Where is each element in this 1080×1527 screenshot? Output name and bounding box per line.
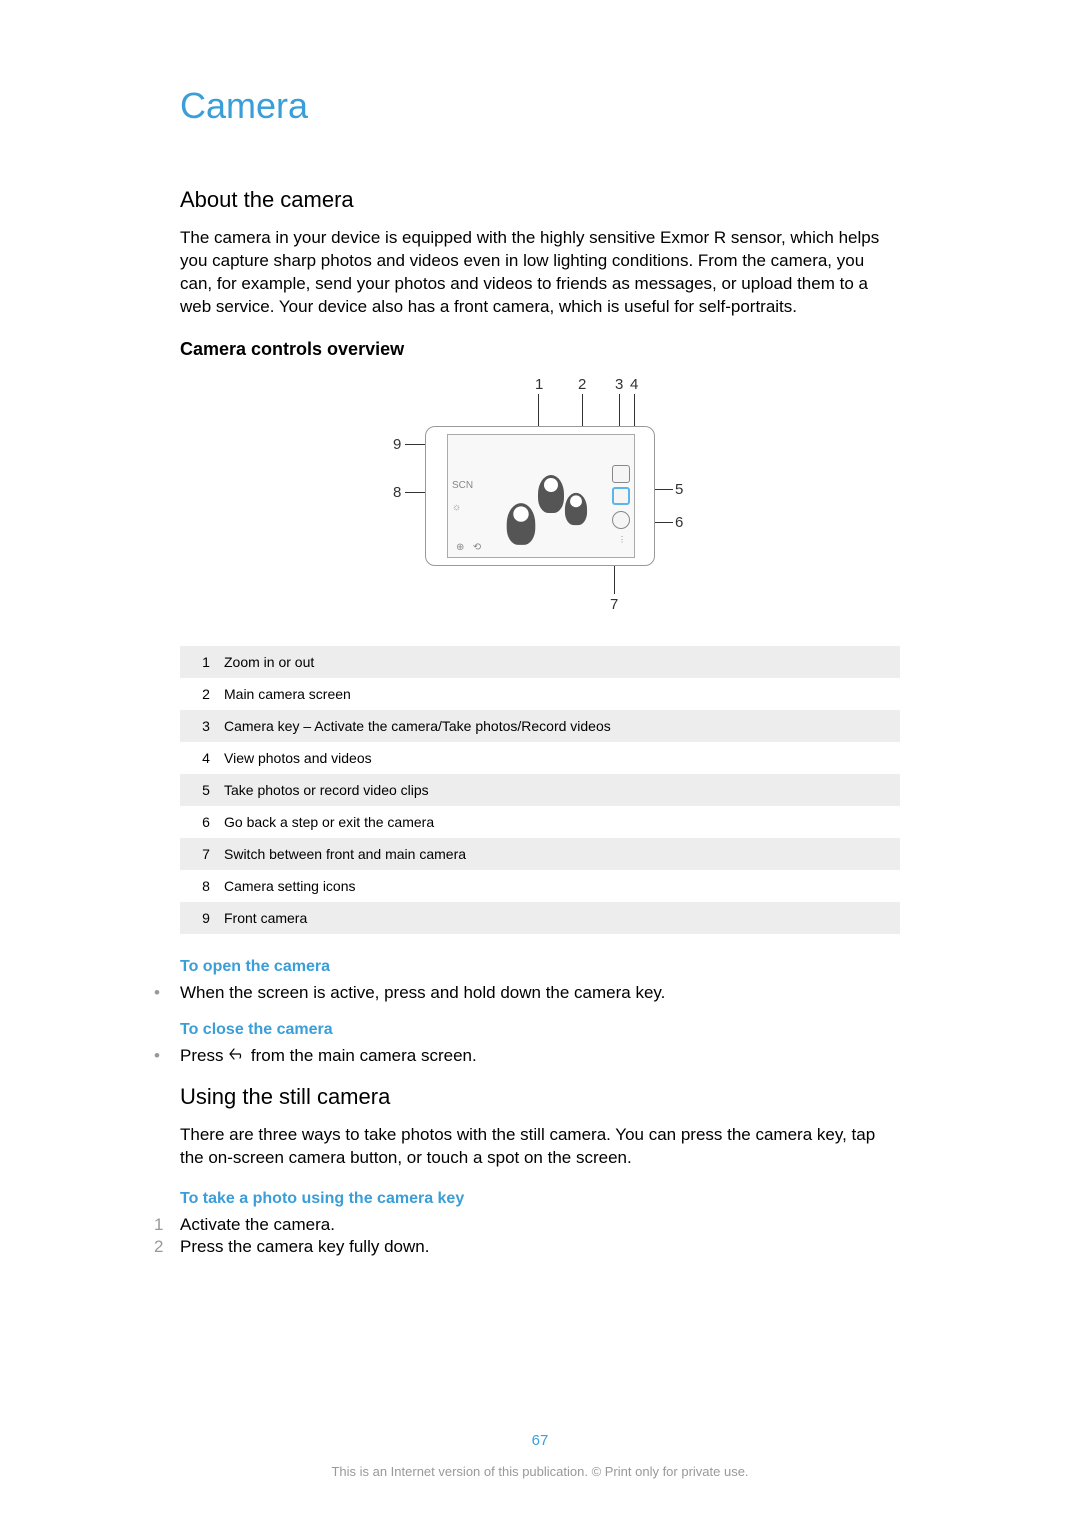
table-cell-desc: Switch between front and main camera <box>214 838 900 870</box>
table-cell-desc: Take photos or record video clips <box>214 774 900 806</box>
take-photo-block: To take a photo using the camera key 1 A… <box>180 1190 900 1260</box>
section-title-still: Using the still camera <box>180 1084 900 1110</box>
section-body-still: There are three ways to take photos with… <box>180 1124 900 1170</box>
open-camera-text: When the screen is active, press and hol… <box>180 982 900 1005</box>
action-title-take-photo: To take a photo using the camera key <box>180 1190 900 1208</box>
controls-table-body: 1Zoom in or out2Main camera screen3Camer… <box>180 646 900 934</box>
callout-4: 4 <box>630 376 638 393</box>
table-cell-desc: Zoom in or out <box>214 646 900 678</box>
back-icon <box>228 1045 246 1068</box>
callout-2: 2 <box>578 376 586 393</box>
diagram-button <box>612 487 630 505</box>
callout-3: 3 <box>615 376 623 393</box>
diagram-button <box>612 511 630 529</box>
callout-line <box>582 394 583 426</box>
table-row: 1Zoom in or out <box>180 646 900 678</box>
table-cell-desc: Go back a step or exit the camera <box>214 806 900 838</box>
table-cell-num: 6 <box>180 806 214 838</box>
section-title-about: About the camera <box>180 187 900 213</box>
table-cell-num: 7 <box>180 838 214 870</box>
diagram-bottom-icons: ⊕ ⟲ <box>456 542 481 553</box>
close-text-after: from the main camera screen. <box>251 1046 477 1065</box>
callout-line <box>619 394 620 426</box>
diagram-button <box>612 465 630 483</box>
diagram-content <box>538 475 564 513</box>
page-number: 67 <box>0 1432 1080 1449</box>
callout-9: 9 <box>393 436 401 453</box>
step-text-2: Press the camera key fully down. <box>180 1236 900 1259</box>
table-row: 9Front camera <box>180 902 900 934</box>
callout-5: 5 <box>675 481 683 498</box>
diagram-left-icons: SCN☼ <box>452 480 473 513</box>
table-cell-desc: View photos and videos <box>214 742 900 774</box>
open-camera-block: To open the camera • When the screen is … <box>180 958 900 1005</box>
table-row: 5Take photos or record video clips <box>180 774 900 806</box>
action-title-open: To open the camera <box>180 958 900 976</box>
step-num-2: 2 <box>154 1236 180 1259</box>
callout-line <box>614 566 615 594</box>
section-body-about: The camera in your device is equipped wi… <box>180 227 900 319</box>
callout-8: 8 <box>393 484 401 501</box>
diagram-content <box>507 503 536 545</box>
table-cell-num: 1 <box>180 646 214 678</box>
table-row: 2Main camera screen <box>180 678 900 710</box>
controls-table: 1Zoom in or out2Main camera screen3Camer… <box>180 646 900 934</box>
subsection-title-controls: Camera controls overview <box>180 339 900 360</box>
step-num-1: 1 <box>154 1214 180 1237</box>
bullet-marker: • <box>154 1045 180 1068</box>
table-cell-num: 5 <box>180 774 214 806</box>
phone-screen: ⋮ SCN☼ ⊕ ⟲ <box>447 434 635 558</box>
table-cell-num: 2 <box>180 678 214 710</box>
callout-7: 7 <box>610 596 618 613</box>
action-title-close: To close the camera <box>180 1021 900 1039</box>
callout-line <box>655 489 673 490</box>
table-cell-desc: Main camera screen <box>214 678 900 710</box>
bullet-marker: • <box>154 982 180 1005</box>
diagram-dots: ⋮ <box>618 535 626 544</box>
diagram-content <box>565 493 587 525</box>
table-cell-desc: Camera setting icons <box>214 870 900 902</box>
diagram-container: 1 2 3 4 5 6 7 8 9 <box>180 376 900 616</box>
table-row: 3Camera key – Activate the camera/Take p… <box>180 710 900 742</box>
table-row: 8Camera setting icons <box>180 870 900 902</box>
table-cell-desc: Front camera <box>214 902 900 934</box>
step-text-1: Activate the camera. <box>180 1214 900 1237</box>
close-camera-text: Press from the main camera screen. <box>180 1045 900 1068</box>
callout-6: 6 <box>675 514 683 531</box>
table-cell-num: 9 <box>180 902 214 934</box>
close-text-before: Press <box>180 1046 228 1065</box>
close-camera-block: To close the camera • Press from the mai… <box>180 1021 900 1068</box>
footer-text: This is an Internet version of this publ… <box>0 1464 1080 1479</box>
callout-line <box>655 522 673 523</box>
table-row: 6Go back a step or exit the camera <box>180 806 900 838</box>
table-cell-num: 8 <box>180 870 214 902</box>
camera-diagram: 1 2 3 4 5 6 7 8 9 <box>385 376 695 616</box>
chapter-title: Camera <box>180 85 900 127</box>
table-cell-desc: Camera key – Activate the camera/Take ph… <box>214 710 900 742</box>
table-row: 7Switch between front and main camera <box>180 838 900 870</box>
table-cell-num: 4 <box>180 742 214 774</box>
table-row: 4View photos and videos <box>180 742 900 774</box>
table-cell-num: 3 <box>180 710 214 742</box>
callout-1: 1 <box>535 376 543 393</box>
